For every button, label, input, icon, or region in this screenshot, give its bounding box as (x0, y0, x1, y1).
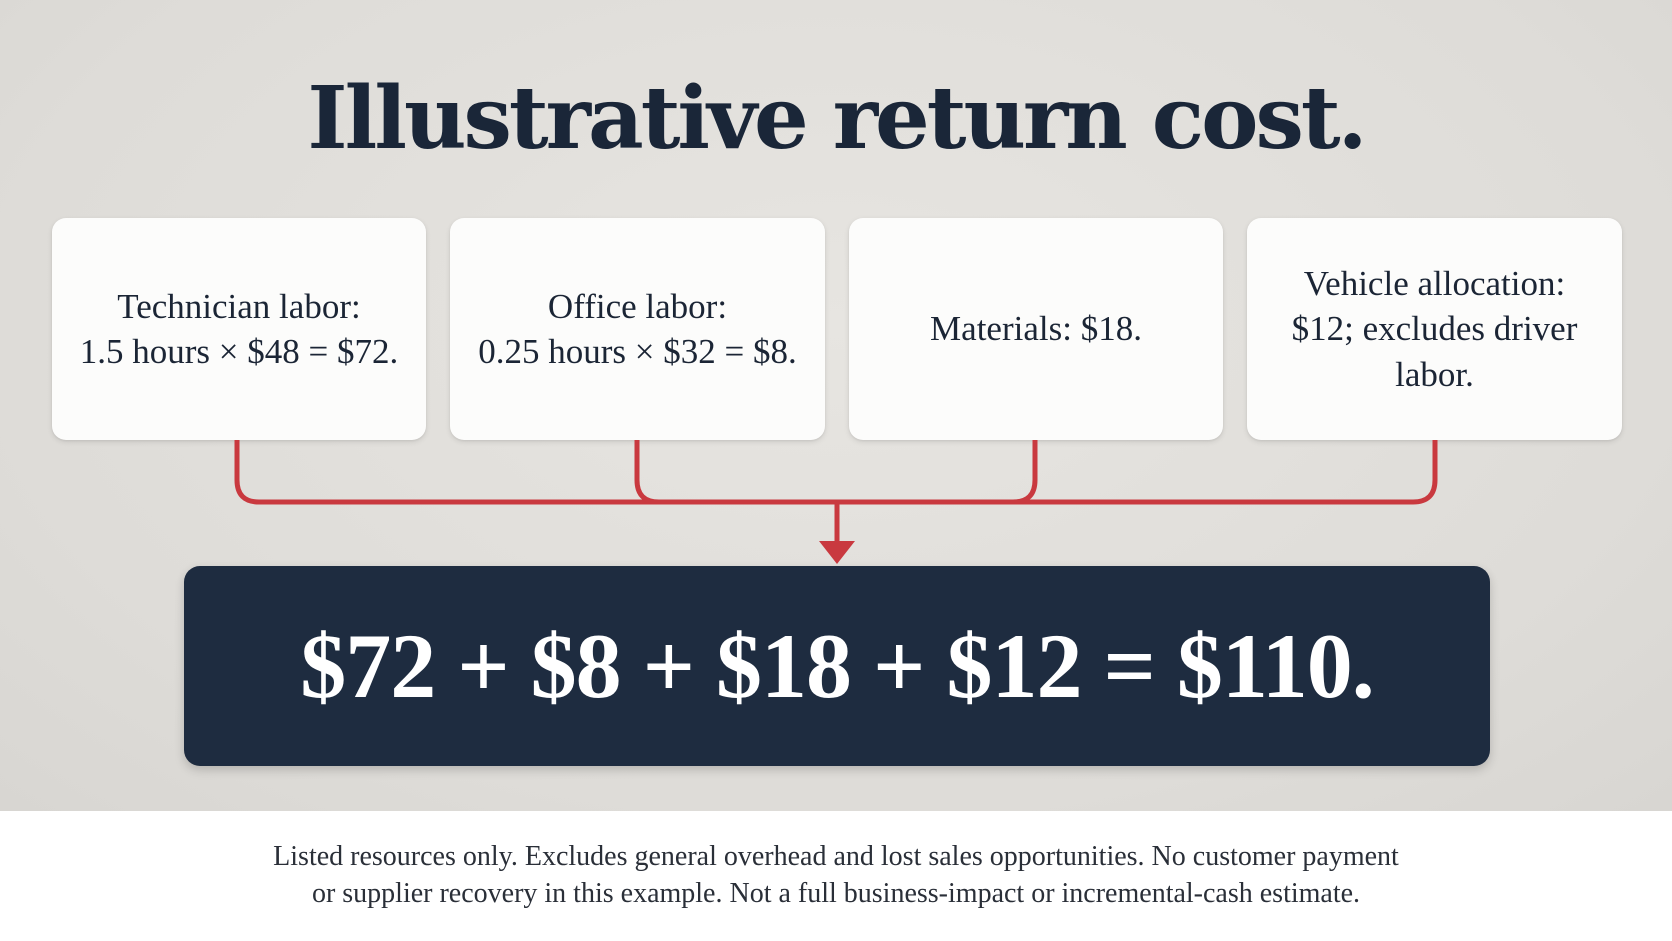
page-title: Illustrative return cost. (307, 68, 1367, 169)
card-office-labor: Office labor: 0.25 hours × $32 = $8. (450, 218, 825, 440)
connector-branch-2 (634, 440, 660, 505)
card-technician-labor-text: Technician labor: 1.5 hours × $48 = $72. (79, 286, 399, 372)
card-technician-labor: Technician labor: 1.5 hours × $48 = $72. (52, 218, 426, 440)
card-vehicle-allocation: Vehicle allocation: $12; excludes driver… (1247, 218, 1622, 440)
connector-branch-3 (1012, 440, 1038, 505)
connector-branch-1 (234, 440, 1438, 505)
card-materials-text: Materials: $18. (930, 309, 1142, 349)
total-box: $72 + $8 + $18 + $12 = $110. (184, 566, 1490, 766)
card-materials: Materials: $18. (849, 218, 1223, 440)
footnote: Listed resources only. Excludes general … (273, 841, 1399, 910)
card-office-labor-text: Office labor: 0.25 hours × $32 = $8. (478, 286, 797, 372)
connector-arrowhead-icon (819, 541, 855, 564)
total-equation: $72 + $8 + $18 + $12 = $110. (300, 615, 1375, 717)
connector-lines (234, 440, 1438, 564)
card-vehicle-allocation-text: Vehicle allocation: $12; excludes driver… (1291, 263, 1578, 394)
